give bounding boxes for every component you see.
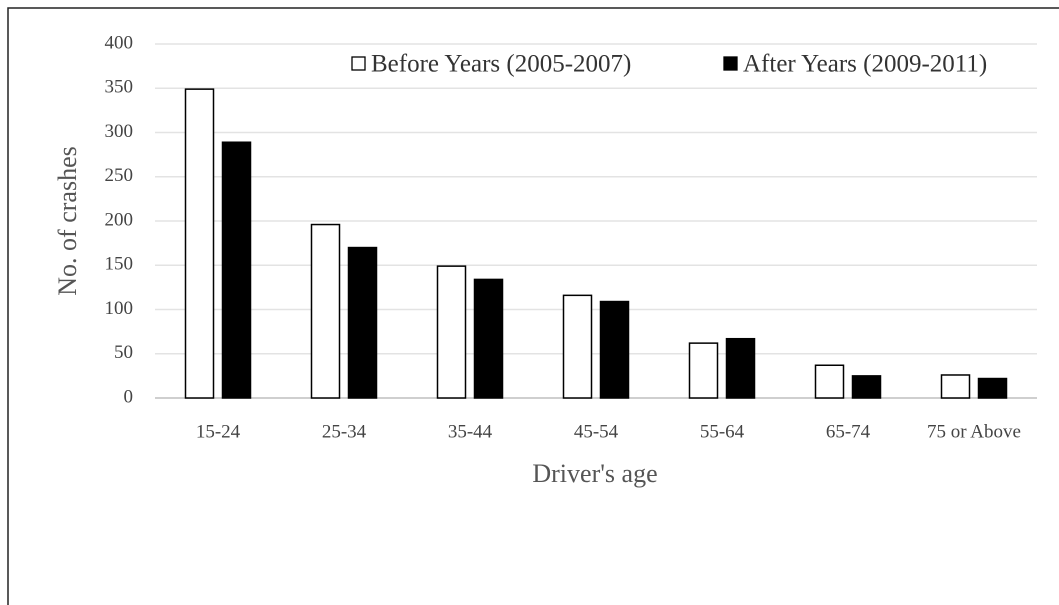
bar bbox=[310, 223, 341, 399]
y-tick-label: 150 bbox=[105, 254, 134, 275]
y-tick-label: 100 bbox=[105, 298, 134, 319]
bar bbox=[599, 300, 630, 399]
y-tick-label: 350 bbox=[105, 77, 134, 98]
x-tick-label: 15-24 bbox=[196, 421, 241, 442]
bar bbox=[814, 364, 845, 399]
y-tick-label: 250 bbox=[105, 165, 134, 186]
x-tick-label: 25-34 bbox=[322, 421, 367, 442]
legend-text: After Years (2009-2011) bbox=[743, 51, 987, 78]
frame bbox=[7, 7, 1059, 605]
bar bbox=[436, 265, 467, 399]
bar bbox=[184, 88, 215, 399]
bar bbox=[940, 374, 971, 399]
x-tick-label: 45-54 bbox=[574, 421, 619, 442]
y-tick-label: 0 bbox=[124, 386, 134, 407]
x-axis-label: Driver's age bbox=[532, 459, 657, 488]
y-tick-label: 300 bbox=[105, 121, 134, 142]
bar bbox=[562, 294, 593, 399]
x-tick-label: 35-44 bbox=[448, 421, 493, 442]
bar bbox=[725, 337, 756, 399]
bar bbox=[977, 377, 1008, 399]
y-tick-label: 200 bbox=[105, 209, 134, 230]
bar bbox=[473, 278, 504, 399]
x-tick-label: 75 or Above bbox=[927, 421, 1021, 442]
x-tick-label: 65-74 bbox=[826, 421, 871, 442]
bar bbox=[221, 141, 252, 399]
bar bbox=[347, 246, 378, 399]
legend-text: Before Years (2005-2007) bbox=[371, 51, 631, 78]
bar bbox=[688, 342, 719, 399]
y-tick-label: 400 bbox=[105, 32, 134, 53]
x-tick-label: 55-64 bbox=[700, 421, 745, 442]
y-tick-label: 50 bbox=[114, 342, 133, 363]
y-axis-label: No. of crashes bbox=[53, 146, 82, 295]
legend-marker bbox=[351, 56, 366, 71]
bar bbox=[851, 375, 882, 399]
legend-marker bbox=[723, 56, 738, 71]
